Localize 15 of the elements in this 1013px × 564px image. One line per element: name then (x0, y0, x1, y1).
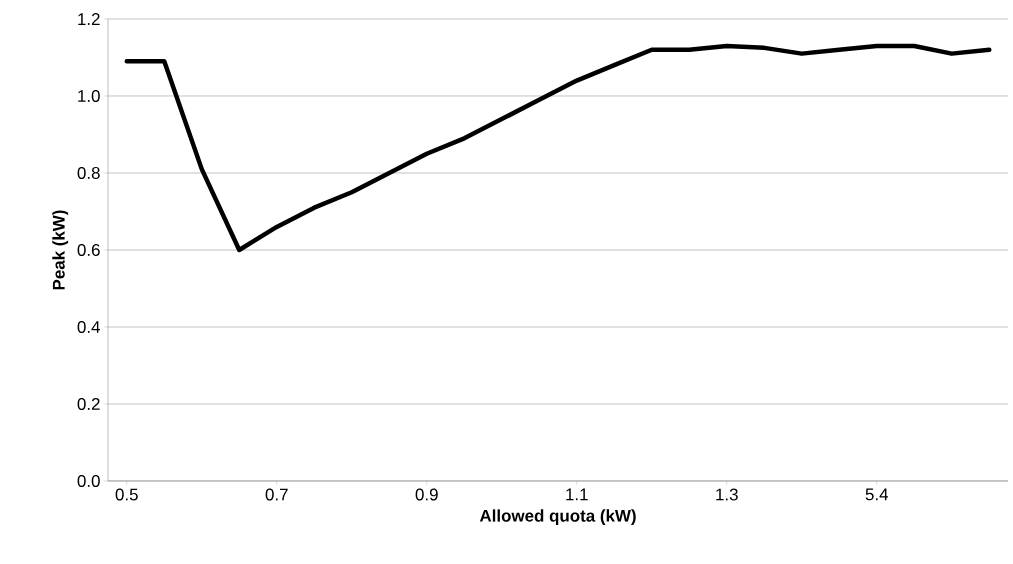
x-tick-label: 0.5 (115, 488, 138, 501)
x-tick-label: 0.7 (265, 488, 288, 501)
y-tick-label: 0.2 (77, 397, 100, 410)
y-tick-label: 0.4 (77, 320, 100, 333)
y-tick-label: 0.6 (77, 243, 100, 256)
y-tick-label: 0.8 (77, 166, 100, 179)
x-tick-label: 1.3 (716, 488, 738, 501)
y-axis-title: Peak (kW) (52, 210, 69, 290)
y-tick-label: 0.0 (77, 474, 100, 487)
x-tick-label: 5.4 (865, 488, 889, 501)
x-axis-title: Allowed quota (kW) (479, 509, 636, 526)
x-tick-label: 0.9 (415, 488, 438, 501)
y-tick-label: 1.0 (78, 89, 100, 102)
y-tick-label: 1.2 (78, 13, 100, 25)
x-tick-label: 1.1 (566, 488, 588, 501)
